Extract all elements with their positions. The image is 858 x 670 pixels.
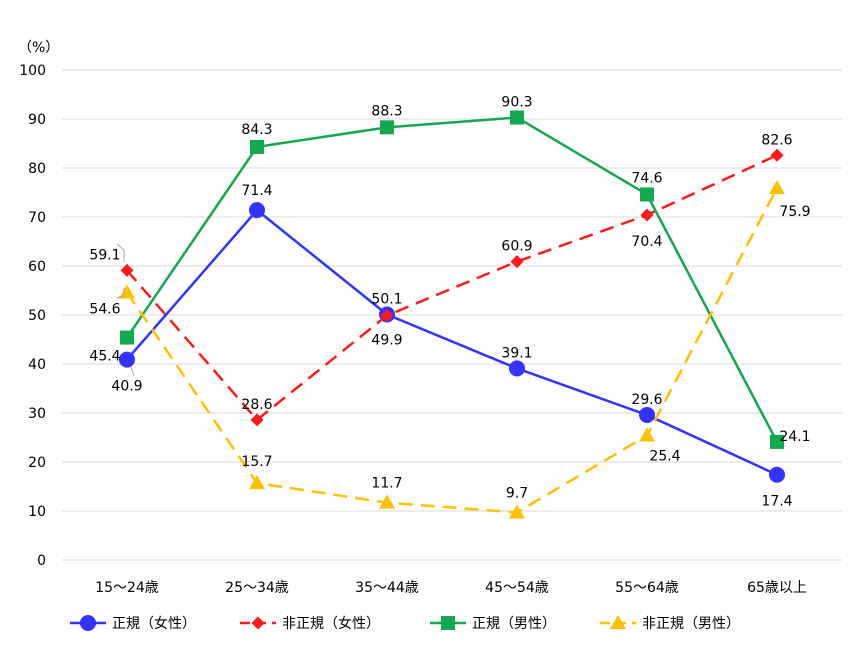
data-point [380, 120, 394, 135]
y-tick-label: 40 [28, 357, 46, 373]
data-point [510, 110, 524, 125]
data-label: 17.4 [761, 494, 792, 510]
y-tick-label: 0 [37, 553, 46, 569]
data-label: 45.4 [89, 349, 120, 365]
data-point [640, 187, 654, 202]
legend-swatch-marker [441, 616, 455, 630]
data-point [380, 308, 394, 322]
data-label: 54.6 [89, 301, 120, 317]
y-axis-unit-label: （%） [18, 40, 59, 56]
y-tick-label: 30 [28, 406, 46, 422]
data-label: 25.4 [649, 449, 680, 465]
data-point [640, 208, 654, 222]
data-label: 88.3 [371, 103, 402, 119]
y-tick-label: 60 [28, 259, 46, 275]
data-label: 71.4 [241, 183, 272, 199]
legend-label: 正規（女性） [112, 615, 196, 632]
y-tick-label: 90 [28, 112, 46, 128]
y-tick-label: 50 [28, 308, 46, 324]
series-line [126, 154, 778, 422]
series-2 [120, 148, 784, 427]
data-label: 74.6 [631, 170, 662, 186]
data-label: 82.6 [761, 132, 792, 148]
legend-item: 非正規（女性） [240, 615, 380, 632]
data-label: 29.6 [631, 392, 662, 408]
data-label: 49.9 [371, 332, 402, 348]
legend: 正規（女性） 非正規（女性） 正規（男性） 非正規（男性） [70, 615, 740, 632]
data-label: 70.4 [631, 234, 662, 250]
legend-label: 正規（男性） [472, 616, 556, 632]
leader-line [116, 243, 125, 262]
data-point [250, 139, 264, 154]
y-axis-ticks: 0 10 20 30 40 50 60 70 80 90 100 [19, 63, 46, 569]
x-tick-label: 45～54歳 [485, 580, 549, 596]
data-point [249, 475, 265, 490]
data-point [509, 504, 525, 519]
data-label: 40.9 [111, 379, 142, 395]
leader-line [130, 366, 135, 377]
legend-item: 正規（男性） [430, 616, 556, 632]
legend-item: 非正規（男性） [600, 615, 740, 632]
x-tick-label: 15～24歳 [95, 580, 159, 596]
data-label: 24.1 [779, 429, 810, 445]
y-tick-label: 80 [28, 161, 46, 177]
data-label: 84.3 [241, 122, 272, 138]
data-label: 60.9 [501, 239, 532, 255]
data-label: 9.7 [506, 485, 528, 501]
leader-line [116, 288, 125, 299]
data-point [770, 148, 784, 162]
series-line [125, 187, 779, 514]
y-tick-label: 20 [28, 455, 46, 471]
gridlines [62, 69, 842, 561]
data-label: 39.1 [501, 345, 532, 361]
data-point [379, 494, 395, 509]
data-point [639, 427, 655, 442]
data-label: 59.1 [89, 247, 120, 263]
data-label: 50.1 [371, 292, 402, 308]
data-point [770, 434, 784, 449]
data-point [639, 406, 655, 423]
series-4 [119, 180, 785, 519]
data-point [769, 180, 785, 195]
data-point [120, 263, 134, 277]
x-tick-label: 35～44歳 [355, 580, 419, 596]
data-label: 11.7 [371, 476, 402, 492]
data-point [769, 466, 785, 483]
legend-swatch-marker [610, 615, 626, 629]
x-axis-ticks: 15～24歳 25～34歳 35～44歳 45～54歳 55～64歳 65歳以上 [95, 580, 807, 596]
data-point [249, 202, 265, 219]
data-point [509, 360, 525, 377]
series-1 [119, 202, 785, 483]
legend-item: 正規（女性） [70, 615, 196, 632]
data-label: 15.7 [241, 454, 272, 470]
series-3 [120, 110, 784, 449]
data-label: 90.3 [501, 95, 532, 111]
data-point [120, 330, 134, 345]
data-point [119, 351, 135, 368]
data-point [510, 255, 524, 269]
x-tick-label: 55～64歳 [615, 580, 679, 596]
legend-label: 非正規（女性） [282, 615, 380, 632]
series-line [126, 208, 778, 476]
data-label: 75.9 [779, 204, 810, 220]
legend-label: 非正規（男性） [642, 616, 740, 632]
series-layer [119, 110, 785, 519]
data-point [250, 413, 264, 427]
y-tick-label: 100 [19, 63, 46, 79]
legend-swatch-marker [251, 616, 265, 630]
series-line [125, 116, 779, 443]
x-tick-label: 65歳以上 [747, 580, 807, 596]
data-label: 28.6 [241, 397, 272, 413]
x-tick-label: 25～34歳 [225, 580, 289, 596]
data-labels: 40.9 71.4 50.1 39.1 29.6 17.4 59.1 28.6 49.9 60.9… [89, 95, 810, 510]
y-tick-label: 10 [28, 504, 46, 520]
y-tick-label: 70 [28, 210, 46, 226]
legend-swatch-marker [80, 615, 96, 631]
